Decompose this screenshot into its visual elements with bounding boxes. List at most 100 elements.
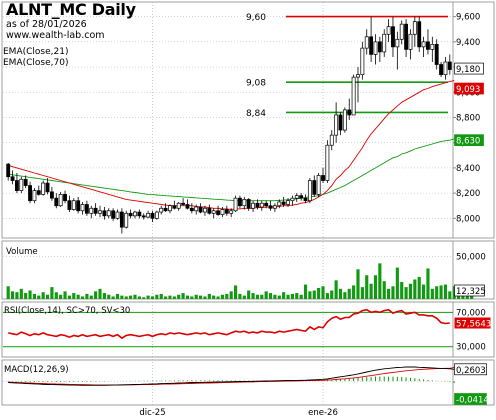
candle-body bbox=[382, 33, 387, 53]
candle-body bbox=[189, 207, 194, 212]
volume-bar bbox=[260, 294, 264, 299]
volume-bar bbox=[347, 288, 351, 299]
volume-bar bbox=[137, 296, 141, 299]
volume-bar bbox=[242, 295, 246, 299]
volume-bar bbox=[155, 294, 159, 299]
volume-bar bbox=[334, 280, 338, 299]
candle-body bbox=[67, 200, 72, 210]
volume-bar bbox=[338, 288, 343, 299]
candle-body bbox=[395, 38, 400, 48]
value-label: 8,630 bbox=[456, 137, 480, 147]
volume-bar bbox=[225, 293, 229, 299]
volume-bar bbox=[181, 293, 185, 299]
candle-body bbox=[312, 180, 317, 195]
volume-bar bbox=[295, 293, 299, 299]
volume-bar bbox=[63, 291, 67, 299]
candle-body bbox=[399, 23, 404, 40]
volume-value-label: 12,325 bbox=[456, 287, 486, 297]
candle-body bbox=[356, 74, 360, 78]
candle-body bbox=[246, 199, 251, 209]
candle-body bbox=[224, 209, 229, 214]
volume-bar bbox=[54, 292, 58, 299]
volume-bar bbox=[369, 283, 373, 299]
candle-body bbox=[102, 210, 107, 217]
volume-bar bbox=[251, 293, 255, 299]
candle-body bbox=[71, 200, 76, 210]
rsi-frame bbox=[1, 301, 495, 358]
candle-body bbox=[133, 211, 137, 217]
volume-bar bbox=[15, 292, 19, 299]
candle-body bbox=[6, 163, 11, 178]
candle-body bbox=[351, 76, 356, 116]
volume-bar bbox=[290, 293, 294, 299]
candle-body bbox=[15, 180, 19, 191]
candle-body bbox=[10, 176, 15, 181]
volume-bar bbox=[395, 267, 399, 299]
volume-bar bbox=[59, 294, 63, 299]
volume-bar bbox=[172, 296, 176, 299]
level-label: 9,60 bbox=[246, 13, 266, 23]
volume-bar bbox=[286, 294, 290, 299]
volume-bar bbox=[164, 296, 168, 299]
candle-body bbox=[439, 64, 443, 75]
volume-bar bbox=[430, 288, 434, 299]
rsi-line bbox=[8, 308, 450, 340]
candle-body bbox=[290, 197, 295, 202]
value-label: 9,180 bbox=[456, 65, 480, 75]
chart-title: ALNT_MC Daily bbox=[6, 0, 136, 19]
volume-bar bbox=[177, 294, 181, 299]
candle-body bbox=[45, 182, 50, 193]
price-tick-label: 8,800 bbox=[456, 113, 480, 123]
candle-body bbox=[229, 210, 234, 214]
candle-body bbox=[137, 211, 142, 217]
candle-body bbox=[203, 207, 207, 213]
candle-body bbox=[404, 23, 409, 50]
candle-body bbox=[220, 209, 225, 215]
price-tick-label: 9,600 bbox=[456, 13, 480, 23]
volume-bar bbox=[207, 293, 211, 299]
rsi-value-box bbox=[454, 317, 491, 329]
candle-body bbox=[281, 201, 286, 205]
rsi-panel: RSI(Close,14), SC>70, SV<30 bbox=[3, 306, 453, 348]
volume-bar bbox=[28, 290, 32, 299]
volume-bar bbox=[404, 287, 408, 299]
ema70-line bbox=[8, 138, 455, 202]
volume-bar bbox=[417, 276, 421, 299]
axis-layer: dic-25ene-268,0008,2008,4008,6008,8009,0… bbox=[139, 13, 491, 418]
candle-body bbox=[128, 212, 133, 217]
volume-bar bbox=[142, 297, 146, 299]
volume-bar bbox=[317, 287, 321, 299]
volume-bar bbox=[325, 293, 329, 299]
candle-body bbox=[63, 194, 67, 202]
candle-body bbox=[49, 191, 54, 199]
candle-body bbox=[264, 202, 269, 207]
candle-body bbox=[181, 202, 186, 205]
value-label-box bbox=[454, 82, 484, 95]
volume-bar bbox=[247, 290, 251, 299]
volume-bar bbox=[273, 294, 277, 299]
candle-body bbox=[154, 211, 159, 219]
candle-body bbox=[159, 207, 164, 213]
volume-bar bbox=[133, 294, 137, 299]
candle-body bbox=[172, 205, 177, 209]
candle-body bbox=[255, 202, 260, 208]
candle-body bbox=[329, 134, 334, 146]
volume-title: Volume bbox=[6, 247, 38, 257]
volume-bar bbox=[194, 294, 198, 299]
volume-bar bbox=[146, 295, 150, 299]
candle-body bbox=[321, 175, 325, 181]
volume-bar bbox=[150, 296, 155, 299]
candle-body bbox=[277, 201, 282, 207]
price-tick-label: 9,400 bbox=[456, 38, 480, 48]
volume-bar bbox=[268, 293, 273, 299]
volume-bar bbox=[168, 295, 172, 299]
volume-bar bbox=[102, 293, 106, 299]
volume-bar bbox=[435, 286, 439, 299]
volume-bar bbox=[76, 294, 80, 299]
volume-bar bbox=[426, 268, 430, 299]
volume-bar bbox=[111, 296, 115, 299]
candle-body bbox=[430, 43, 435, 50]
macd-value-box bbox=[454, 363, 487, 376]
candle-body bbox=[294, 195, 299, 199]
rsi-tick-label: 30,000 bbox=[456, 343, 486, 353]
